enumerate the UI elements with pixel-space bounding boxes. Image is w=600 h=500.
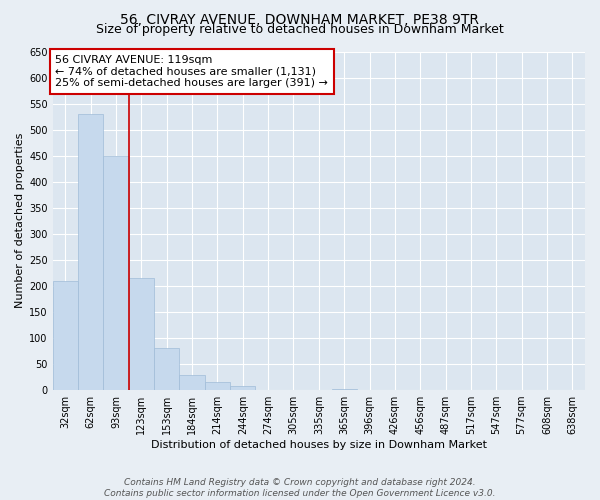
Text: Size of property relative to detached houses in Downham Market: Size of property relative to detached ho… [96, 22, 504, 36]
Bar [205, 382, 230, 390]
Y-axis label: Number of detached properties: Number of detached properties [15, 133, 25, 308]
Bar [332, 389, 357, 390]
Bar [154, 348, 179, 390]
X-axis label: Distribution of detached houses by size in Downham Market: Distribution of detached houses by size … [151, 440, 487, 450]
Text: 56 CIVRAY AVENUE: 119sqm
← 74% of detached houses are smaller (1,131)
25% of sem: 56 CIVRAY AVENUE: 119sqm ← 74% of detach… [55, 55, 328, 88]
Bar [53, 280, 78, 390]
Bar [103, 156, 129, 390]
Bar [230, 386, 256, 390]
Bar [78, 114, 103, 390]
Bar [179, 376, 205, 390]
Bar [129, 278, 154, 390]
Text: Contains HM Land Registry data © Crown copyright and database right 2024.
Contai: Contains HM Land Registry data © Crown c… [104, 478, 496, 498]
Text: 56, CIVRAY AVENUE, DOWNHAM MARKET, PE38 9TR: 56, CIVRAY AVENUE, DOWNHAM MARKET, PE38 … [121, 12, 479, 26]
